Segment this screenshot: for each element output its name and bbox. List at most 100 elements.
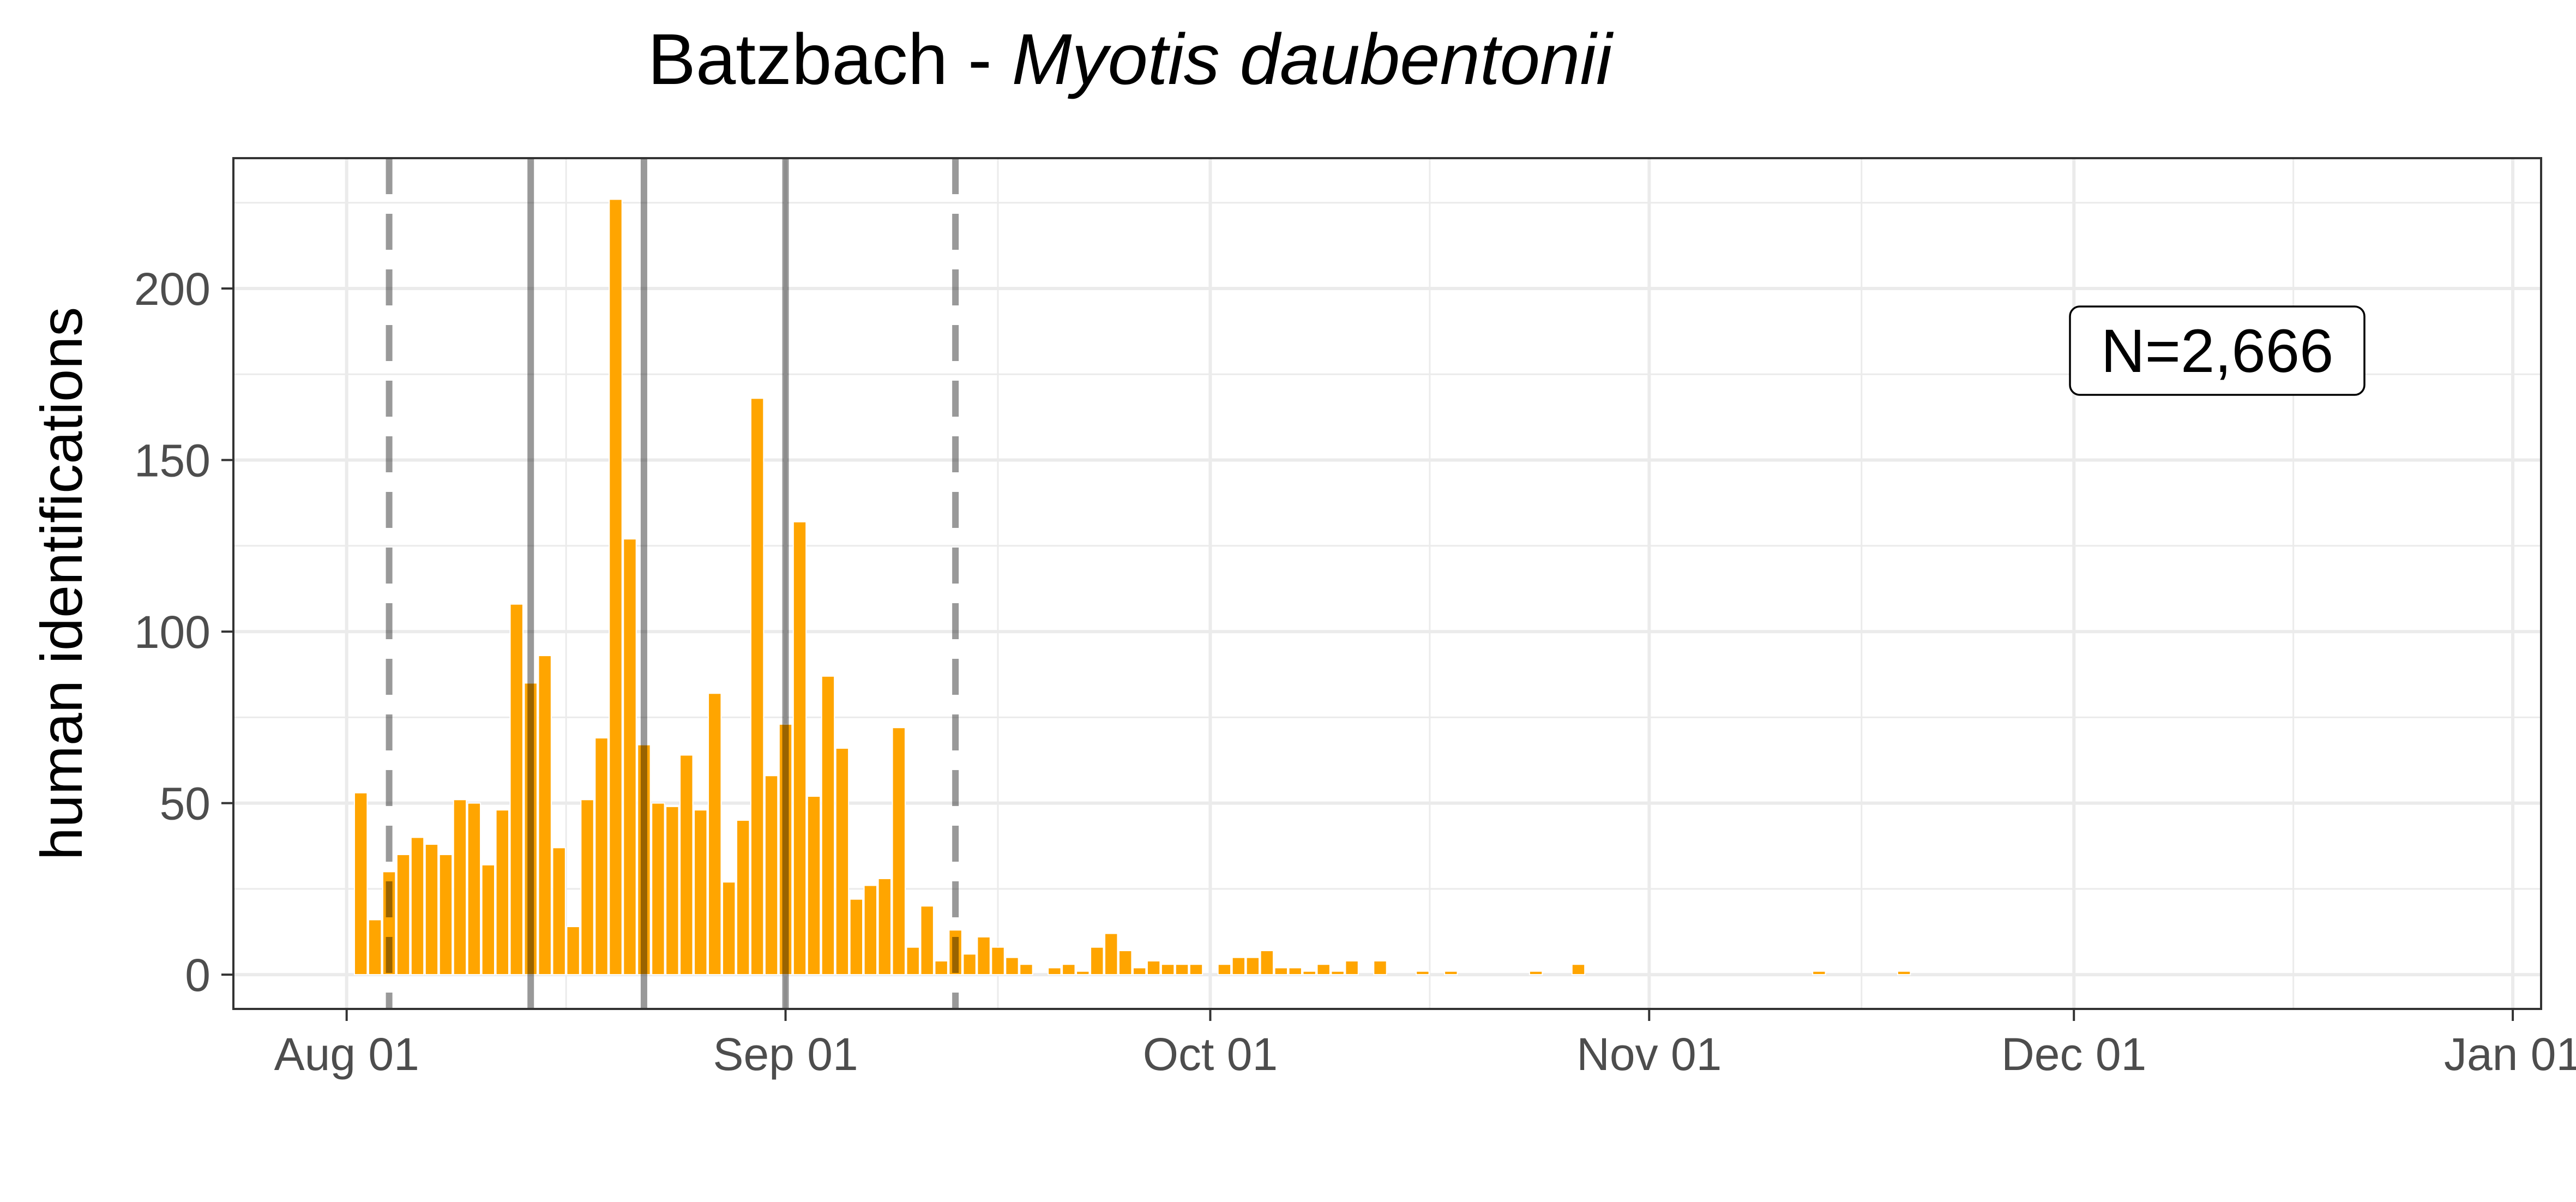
bar <box>934 960 948 976</box>
y-axis-title: human identifications <box>28 307 94 861</box>
bar <box>920 905 934 976</box>
bar <box>1274 967 1288 976</box>
bar <box>509 603 523 976</box>
bar <box>566 926 580 976</box>
y-tick-label: 0 <box>185 949 210 1001</box>
bar <box>552 847 566 976</box>
bar <box>1444 970 1458 976</box>
bar <box>694 809 708 976</box>
x-tick-label: Jan 01 <box>2444 1029 2576 1080</box>
bar <box>424 844 439 976</box>
bar <box>778 723 793 976</box>
bar <box>1231 957 1246 976</box>
chart-title: Batzbach - Myotis daubentonii <box>648 19 1614 99</box>
bar <box>877 878 892 976</box>
bar <box>1104 933 1118 976</box>
bar <box>1146 960 1161 976</box>
bar <box>1528 970 1543 976</box>
bar <box>821 675 835 976</box>
bar <box>806 796 821 976</box>
annotation-label: N=2,666 <box>2101 317 2334 385</box>
bar <box>977 936 991 976</box>
bar <box>849 898 864 976</box>
bar <box>991 946 1005 976</box>
bar <box>523 682 538 976</box>
chart-title-site: Batzbach <box>648 19 948 99</box>
bar <box>1331 970 1345 976</box>
bar <box>1316 964 1331 976</box>
bar <box>1048 967 1062 976</box>
bar <box>623 538 637 976</box>
bar <box>1062 964 1076 976</box>
bar <box>1118 950 1133 976</box>
bar <box>962 953 977 976</box>
bar <box>708 693 722 976</box>
bar <box>410 837 425 976</box>
panel <box>232 157 2542 1010</box>
bar <box>1132 967 1147 976</box>
x-tick-label: Nov 01 <box>1576 1029 1722 1080</box>
y-tick-label: 50 <box>160 778 210 830</box>
bar <box>665 806 679 976</box>
bar <box>906 946 920 976</box>
bar <box>1189 964 1203 976</box>
x-axis: Aug 01 Sep 01 Oct 01 Nov 01 Dec 01 Jan 01 <box>274 1009 2576 1080</box>
bars <box>353 199 1911 976</box>
bar <box>594 737 609 976</box>
panel-border <box>232 157 2542 1010</box>
bar <box>892 727 906 976</box>
chart-title-separator: - <box>948 19 1012 99</box>
bar <box>1302 970 1316 976</box>
bar <box>750 398 765 976</box>
bar <box>1217 964 1232 976</box>
bar <box>1160 964 1175 976</box>
x-tick-label: Dec 01 <box>2001 1029 2146 1080</box>
bar <box>722 881 736 976</box>
bar <box>863 885 878 976</box>
bar <box>538 655 552 976</box>
x-tick-label: Sep 01 <box>713 1029 858 1080</box>
bar <box>1345 960 1359 976</box>
bar <box>679 754 694 976</box>
bar <box>467 802 482 976</box>
bar <box>453 799 467 976</box>
bar <box>1019 964 1033 976</box>
bar <box>353 792 368 976</box>
bar <box>481 864 496 976</box>
x-tick-label: Aug 01 <box>274 1029 419 1080</box>
bar <box>948 929 962 976</box>
bar <box>382 871 396 976</box>
bar <box>1373 960 1387 976</box>
chart-title-species: Myotis daubentonii <box>1012 19 1614 99</box>
bar <box>580 799 594 976</box>
y-tick-label: 100 <box>134 606 210 658</box>
reference-lines <box>386 158 959 1009</box>
y-tick-label: 150 <box>134 435 210 486</box>
bar <box>764 775 779 976</box>
bar <box>736 820 750 976</box>
bar <box>1897 970 1911 976</box>
bar <box>792 521 807 976</box>
bar <box>835 747 850 976</box>
annotation-border <box>2069 305 2366 396</box>
bar <box>637 744 651 976</box>
bar <box>1416 970 1430 976</box>
y-axis: 0 50 100 150 200 <box>134 263 233 1001</box>
x-tick-label: Oct 01 <box>1143 1029 1278 1080</box>
bar <box>396 854 411 976</box>
bar <box>609 199 623 976</box>
bar <box>1571 964 1586 976</box>
bar <box>1260 950 1274 976</box>
bar <box>1245 957 1260 976</box>
annotation-box: N=2,666 <box>2069 305 2366 396</box>
bar <box>1076 970 1090 976</box>
bar <box>651 802 665 976</box>
bar <box>495 809 509 976</box>
bar <box>368 919 382 976</box>
bar <box>1812 970 1826 976</box>
bar <box>438 854 453 976</box>
bar <box>1090 946 1104 976</box>
bar <box>1005 957 1019 976</box>
bar <box>1175 964 1189 976</box>
